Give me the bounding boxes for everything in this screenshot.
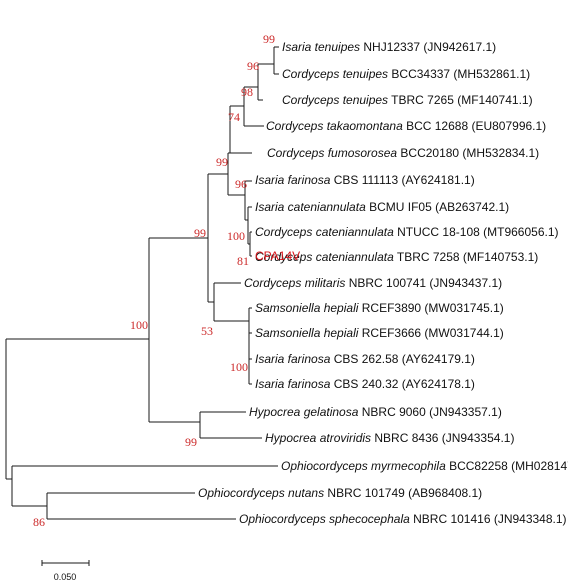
bootstrap-value: 100	[230, 360, 248, 374]
scale-bar-line	[41, 560, 90, 566]
taxon-label: Samsoniella hepiali RCEF3666 (MW031744.1…	[255, 326, 504, 340]
taxon-label: Cordyceps tenuipes TBRC 7265 (MF140741.1…	[282, 93, 533, 107]
taxon-label: Cordyceps takaomontana BCC 12688 (EU8079…	[266, 119, 546, 133]
branch	[213, 282, 249, 322]
branch	[207, 173, 228, 303]
branch	[257, 63, 274, 101]
bootstrap-value: 99	[216, 155, 228, 169]
taxon-label: Cordyceps cateniannulata TBRC 7258 (MF14…	[255, 250, 538, 264]
taxon-label: Ophiocordyceps myrmecophila BCC82258 (MH…	[281, 459, 568, 473]
taxon-label: Isaria farinosa CBS 262.58 (AY624179.1)	[255, 352, 475, 366]
branch	[46, 492, 236, 520]
taxon-label: Isaria cateniannulata BCMU IF05 (AB26374…	[255, 200, 509, 214]
taxon-label: Hypocrea gelatinosa NBRC 9060 (JN943357.…	[249, 405, 502, 419]
bootstrap-value: 99	[185, 435, 197, 449]
bootstrap-value: 53	[201, 324, 213, 338]
branch	[229, 105, 252, 154]
branch	[243, 86, 264, 127]
taxon-labels: Isaria tenuipes NHJ12337 (JN942617.1) Co…	[198, 40, 568, 526]
taxon-label: Hypocrea atroviridis NBRC 8436 (JN943354…	[265, 431, 514, 445]
tree-branches	[5, 46, 279, 520]
bootstrap-value: 98	[241, 85, 253, 99]
branch	[248, 307, 252, 385]
taxon-label: Cordyceps fumosorosea BCC20180 (MH532834…	[267, 146, 539, 160]
taxon-label: Cordyceps militaris NBRC 100741 (JN94343…	[244, 276, 502, 290]
bootstrap-value: 74	[228, 110, 240, 124]
scale-bar-label: 0.050	[54, 572, 77, 582]
branch	[148, 237, 208, 423]
taxon-label: Cordyceps tenuipes BCC34337 (MH532861.1)	[282, 67, 530, 81]
bootstrap-values: 99 96 98 74 99 96 100 81 99 53 100 100 9…	[33, 32, 275, 529]
taxon-label: Cordyceps cateniannulata NTUCC 18-108 (M…	[255, 225, 559, 239]
bootstrap-value: 96	[247, 59, 259, 73]
taxon-label: Ophiocordyceps sphecocephala NBRC 101416…	[239, 512, 567, 526]
scale-bar: 0.050	[41, 560, 90, 582]
bootstrap-value: 99	[194, 226, 206, 240]
taxon-label: Ophiocordyceps nutans NBRC 101749 (AB968…	[198, 486, 482, 500]
branch	[11, 465, 278, 507]
bootstrap-value: 96	[235, 177, 247, 191]
bootstrap-value: 86	[33, 515, 45, 529]
branch	[273, 46, 279, 75]
branch	[249, 231, 252, 257]
taxon-label: Isaria farinosa CBS 111113 (AY624181.1)	[255, 173, 475, 187]
taxon-label-cpa14v: CPA14V	[255, 249, 300, 263]
bootstrap-value: 100	[130, 318, 148, 332]
taxon-label: Isaria tenuipes NHJ12337 (JN942617.1)	[282, 40, 496, 54]
taxon-label: Samsoniella hepiali RCEF3890 (MW031745.1…	[255, 301, 504, 315]
bootstrap-value: 81	[237, 254, 249, 268]
taxon-label: Isaria farinosa CBS 240.32 (AY624178.1)	[255, 377, 475, 391]
branch	[5, 338, 149, 480]
bootstrap-value: 99	[263, 32, 275, 46]
branch	[199, 411, 262, 439]
bootstrap-value: 100	[227, 229, 245, 243]
